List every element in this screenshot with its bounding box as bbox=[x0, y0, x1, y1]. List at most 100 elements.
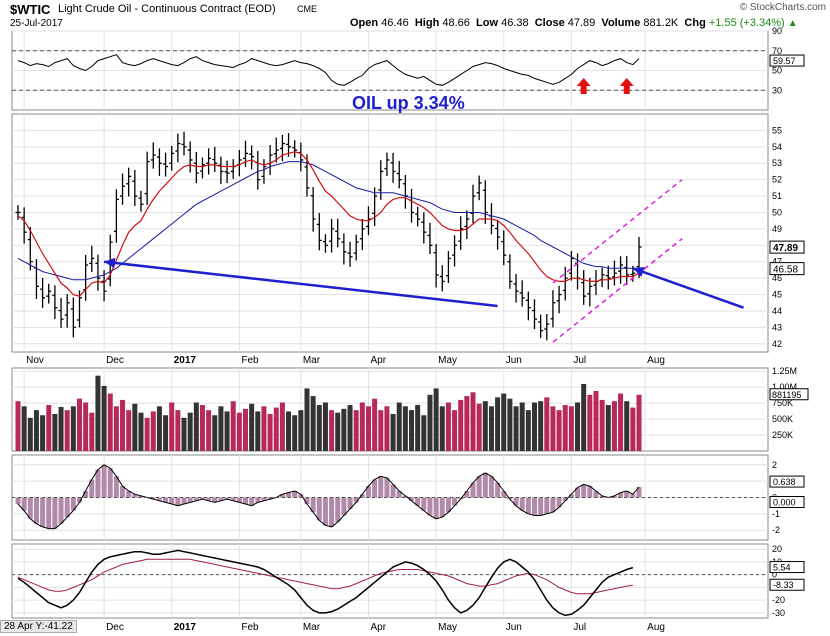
x-axis-label-6: May bbox=[438, 355, 457, 366]
rsi-last-value: 59.57 bbox=[773, 56, 796, 66]
chg-value: +1.55 (+3.34%) bbox=[708, 17, 785, 29]
price-tick-label: 45 bbox=[772, 290, 782, 300]
ema-short-line bbox=[17, 151, 640, 297]
low-label: Low bbox=[476, 17, 499, 29]
macd-histogram-bar bbox=[212, 497, 218, 503]
macd-histogram-bar bbox=[15, 497, 21, 505]
chart-date: 25-Jul-2017 bbox=[10, 18, 63, 29]
macd-histogram-bar bbox=[538, 497, 544, 516]
bottom-x-axis-label-4: Mar bbox=[303, 622, 321, 633]
macd-histogram-bar bbox=[169, 497, 175, 505]
volume-bar bbox=[267, 413, 273, 451]
volume-bar bbox=[169, 402, 175, 451]
blue-arrow-head-icon-0 bbox=[104, 257, 116, 269]
volume-bar bbox=[347, 405, 353, 451]
macd-histogram-bar bbox=[488, 476, 494, 498]
macd-histogram-bar bbox=[544, 497, 550, 514]
macd-histogram-bar bbox=[421, 497, 427, 511]
macd-histogram-bar bbox=[40, 497, 46, 527]
price-tick-label: 47 bbox=[772, 257, 782, 267]
volume-bar bbox=[46, 405, 52, 451]
macd-histogram-bar bbox=[359, 494, 365, 498]
macd-histogram-bar bbox=[618, 492, 624, 498]
x-axis-label-8: Jul bbox=[573, 355, 586, 366]
macd-histogram-bar bbox=[58, 497, 64, 524]
channel-upper-line bbox=[552, 179, 683, 284]
volume-bar bbox=[120, 399, 126, 451]
price-label-box-1 bbox=[769, 262, 805, 276]
volume-bar bbox=[255, 411, 261, 451]
blue-arrow-shaft-1 bbox=[632, 267, 744, 309]
volume-bar bbox=[292, 415, 298, 451]
oscillator-last-value-1: -8.33 bbox=[773, 580, 794, 590]
up-triangle-icon: ▲ bbox=[787, 18, 798, 29]
price-tick-label: 51 bbox=[772, 191, 782, 201]
bottom-x-axis-label-9: Aug bbox=[647, 622, 665, 633]
x-axis-label-3: Feb bbox=[241, 355, 259, 366]
rsi-tick-label: 30 bbox=[772, 85, 782, 95]
macd-histogram-bar bbox=[581, 484, 587, 498]
volume-bar bbox=[243, 408, 249, 451]
macd-histogram-bar bbox=[107, 468, 113, 498]
macd-histogram-bar bbox=[525, 497, 531, 514]
exchange-label: CME bbox=[297, 4, 317, 14]
macd-histogram-bar bbox=[132, 494, 138, 498]
volume-bar bbox=[421, 415, 427, 451]
volume-bar bbox=[52, 413, 58, 451]
volume-bar bbox=[396, 402, 402, 451]
macd-histogram-bar bbox=[101, 464, 107, 498]
macd-histogram-bar bbox=[255, 497, 261, 503]
volume-bar bbox=[390, 413, 396, 451]
macd-histogram-bar bbox=[482, 472, 488, 498]
volume-last-value: 881195 bbox=[772, 390, 801, 400]
volume-bar bbox=[636, 394, 642, 451]
volume-bar bbox=[587, 394, 593, 451]
macd-histogram-bar bbox=[95, 469, 101, 498]
volume-value: 881.2K bbox=[643, 17, 679, 29]
price-label-1: 46.58 bbox=[773, 265, 798, 276]
macd-histogram-bar bbox=[33, 497, 39, 524]
volume-tick-label: 500K bbox=[772, 414, 793, 424]
price-panel bbox=[11, 113, 769, 353]
macd-histogram-bar bbox=[126, 490, 132, 498]
close-value: 47.89 bbox=[567, 17, 596, 29]
x-axis-label-4: Mar bbox=[303, 355, 321, 366]
volume-bar bbox=[538, 401, 544, 451]
volume-bar bbox=[322, 402, 328, 451]
macd-histogram-bar bbox=[587, 486, 593, 498]
volume-bar bbox=[150, 411, 156, 451]
volume-bar bbox=[15, 401, 21, 451]
volume-bar bbox=[329, 410, 335, 451]
brand-credit: © StockCharts.com bbox=[739, 2, 826, 13]
volume-bar bbox=[64, 410, 70, 451]
rsi-tick-label: 70 bbox=[772, 46, 782, 56]
volume-bar bbox=[452, 410, 458, 451]
bottom-x-axis-label-2: 2017 bbox=[174, 622, 197, 633]
oscillator-tick-label: 0 bbox=[772, 570, 777, 580]
volume-bar bbox=[513, 406, 519, 451]
price-tick-label: 55 bbox=[772, 125, 782, 135]
macd-histogram-bar bbox=[89, 479, 95, 498]
volume-tick-label: 750K bbox=[772, 398, 793, 408]
macd-histogram-bar bbox=[76, 497, 82, 503]
price-tick-label: 46 bbox=[772, 273, 782, 283]
macd-histogram-bar bbox=[46, 497, 52, 529]
volume-bar bbox=[144, 417, 150, 451]
oscillator-tick-label: -30 bbox=[772, 608, 785, 618]
oscillator-last-value-0: 5.54 bbox=[773, 563, 791, 573]
macd-histogram-bar bbox=[495, 482, 501, 498]
bottom-x-axis-label-1: Dec bbox=[106, 622, 124, 633]
macd-histogram-bar bbox=[138, 495, 144, 498]
volume-bar bbox=[76, 398, 82, 451]
rsi-last-value-box bbox=[769, 54, 805, 67]
cursor-readout: 28 Apr Y:-41.22 bbox=[0, 620, 77, 633]
open-label: Open bbox=[350, 17, 379, 29]
volume-bar bbox=[206, 410, 212, 451]
macd-histogram-bar bbox=[402, 495, 408, 498]
volume-bar bbox=[89, 412, 95, 451]
volume-bar bbox=[550, 406, 556, 451]
volume-bar bbox=[27, 417, 33, 451]
volume-bar bbox=[427, 394, 433, 451]
